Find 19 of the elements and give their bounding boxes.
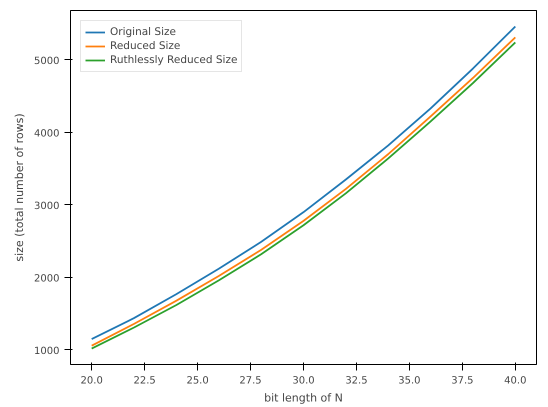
x-tick-label: 20.0: [80, 376, 103, 386]
x-axis-title: bit length of N: [264, 392, 343, 404]
x-tick-label: 22.5: [134, 376, 156, 386]
x-tick-label: 30.0: [292, 376, 315, 386]
x-tick-label: 35.0: [398, 376, 421, 386]
x-tick-label: 32.5: [345, 376, 368, 386]
x-tick-label: 40.0: [504, 376, 526, 386]
y-tick-label: 4000: [34, 128, 60, 140]
y-tick-label: 3000: [34, 200, 60, 212]
y-tick-label: 1000: [34, 346, 60, 357]
legend-label: Original Size: [110, 25, 176, 39]
x-tick-label: 25.0: [186, 376, 209, 386]
y-tick-label: 5000: [34, 56, 60, 67]
x-tick-label: 27.5: [239, 376, 262, 386]
legend-label: Reduced Size: [110, 39, 180, 53]
y-axis-title: size (total number of rows): [13, 113, 26, 262]
y-tick-label: 2000: [34, 273, 60, 284]
x-tick-label: 37.5: [451, 376, 474, 386]
legend-label: Ruthlessly Reduced Size: [110, 53, 238, 67]
